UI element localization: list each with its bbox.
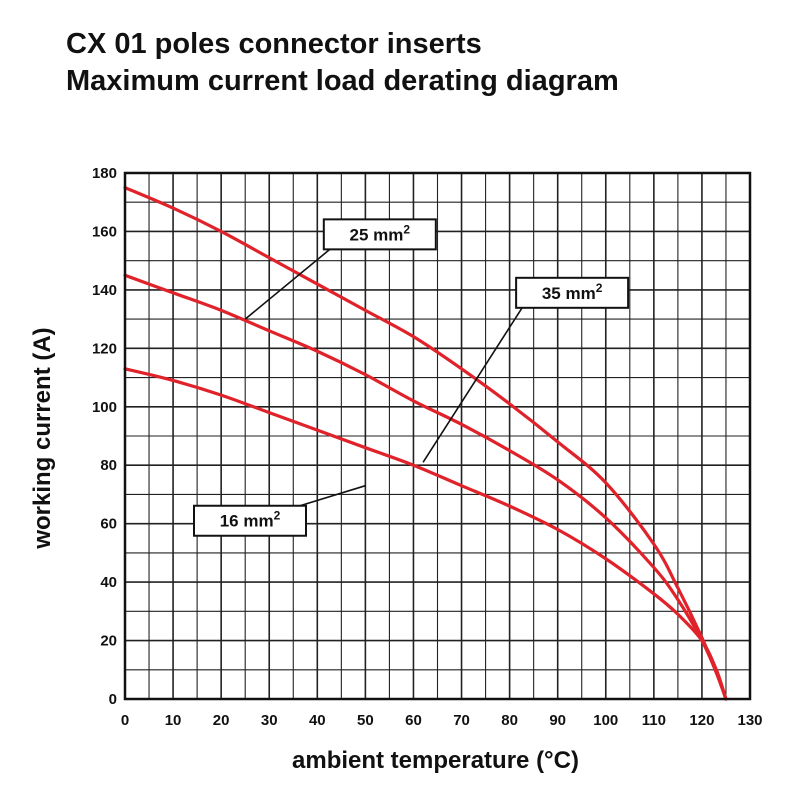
label-base: 16 mm: [220, 512, 274, 531]
label-superscript: 2: [596, 281, 603, 295]
label-text: 16 mm2: [220, 509, 281, 531]
chart-title: CX 01 poles connector inserts: [66, 28, 482, 60]
x-tick-label: 80: [501, 712, 518, 729]
y-tick-label: 40: [100, 574, 117, 591]
y-tick-labels: 0 20 40 60 80 100 120 140 160 180: [92, 165, 117, 708]
y-tick-label: 160: [92, 223, 117, 240]
x-tick-label: 130: [737, 712, 762, 729]
leader-line: [422, 307, 523, 463]
plot-frame: [123, 171, 752, 701]
label-box: [193, 504, 307, 537]
x-tick-labels: 0 10 20 30 40 50 60 70 80 90 100 110 120 130: [121, 712, 763, 729]
x-tick-label: 100: [593, 712, 618, 729]
label-box: [322, 218, 437, 251]
x-axis-label: ambient temperature (°C): [292, 747, 579, 774]
x-tick-label: 60: [405, 712, 422, 729]
x-tick-label: 30: [261, 712, 278, 729]
x-tick-label: 70: [453, 712, 470, 729]
series-line-3: [123, 367, 728, 701]
x-tick-label: 0: [121, 712, 129, 729]
curves: [123, 186, 728, 701]
series-label-2: 35 mm2: [422, 276, 630, 463]
series-line-2: [123, 273, 728, 701]
y-tick-label: 180: [92, 165, 117, 182]
series-label-1: 25 mm2: [244, 218, 437, 320]
grid-lines: [124, 172, 751, 700]
y-tick-label: 20: [100, 633, 117, 650]
label-superscript: 2: [403, 222, 410, 236]
y-tick-label: 140: [92, 282, 117, 299]
label-box: [515, 276, 630, 309]
leader-line: [244, 248, 331, 320]
x-tick-label: 120: [689, 712, 714, 729]
y-tick-label: 80: [100, 457, 117, 474]
x-tick-label: 40: [309, 712, 326, 729]
label-text: 25 mm2: [350, 222, 411, 244]
y-tick-label: 0: [109, 691, 117, 708]
label-base: 35 mm: [542, 284, 596, 303]
leader-line: [299, 484, 366, 507]
label-text: 35 mm2: [542, 281, 603, 303]
y-tick-label: 100: [92, 399, 117, 416]
label-base: 25 mm: [350, 225, 404, 244]
chart-subtitle: Maximum current load derating diagram: [66, 65, 619, 97]
y-tick-label: 120: [92, 340, 117, 357]
x-tick-label: 10: [165, 712, 182, 729]
series-label-3: 16 mm2: [193, 484, 366, 537]
y-axis-label: working current (A): [29, 327, 56, 549]
x-tick-label: 20: [213, 712, 230, 729]
x-tick-label: 50: [357, 712, 374, 729]
x-tick-label: 110: [642, 712, 666, 729]
y-tick-label: 60: [100, 516, 117, 533]
label-superscript: 2: [274, 509, 281, 523]
series-line-1: [123, 186, 728, 701]
x-tick-label: 90: [549, 712, 566, 729]
